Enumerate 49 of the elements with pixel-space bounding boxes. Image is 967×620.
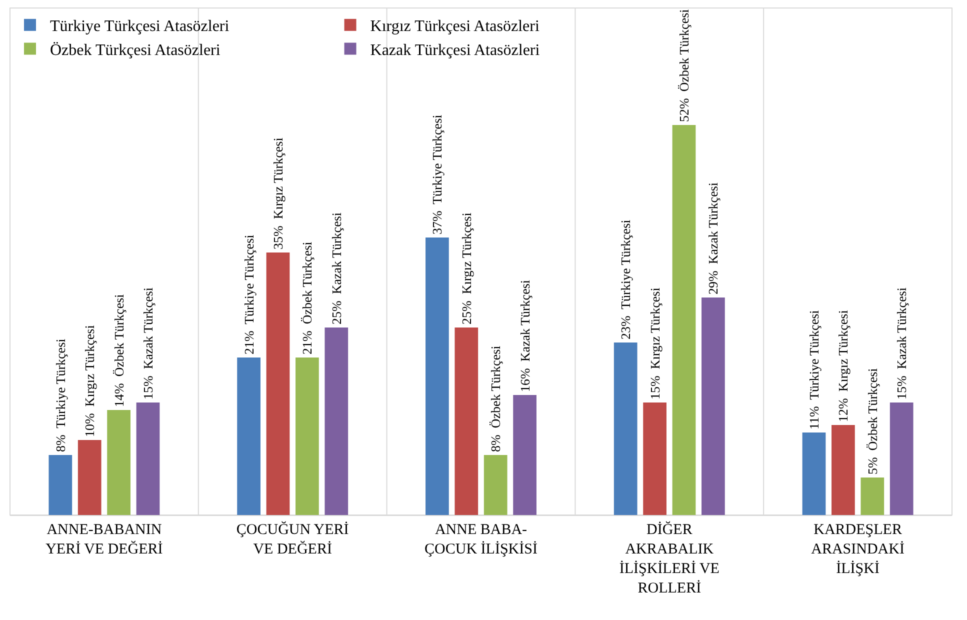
bar [107, 410, 130, 515]
data-label: 16% Kazak Türkçesi [517, 280, 532, 392]
data-label: 25% Kırgız Türkçesi [458, 212, 474, 324]
data-label: 14% Özbek Türkçesi [111, 294, 126, 407]
bar [860, 478, 884, 515]
data-label: 52% Özbek Türkçesi [676, 8, 692, 122]
x-tick-label: ANNE BABA- ÇOCUK İLİŞKİSİ [424, 522, 538, 558]
x-tick-label: DİĞER AKRABALIK İLİŞKİLERİ VE ROLLERİ [619, 521, 720, 596]
data-label: 15% Kazak Türkçesi [894, 287, 910, 400]
data-label: 35% Kırgız Türkçesi [270, 137, 286, 250]
bar [426, 238, 449, 515]
bar [484, 455, 508, 515]
data-label: 29% Kazak Türkçesi [706, 182, 721, 294]
data-label: 25% Kazak Türkçesi [328, 212, 344, 324]
bar [48, 455, 72, 515]
bar [890, 402, 914, 515]
data-label: 23% Türkiye Türkçesi [618, 219, 634, 340]
data-label: 5% Özbek Türkçesi [864, 368, 880, 474]
legend-label: Kazak Türkçesi Atasözleri [370, 42, 540, 59]
x-tick-label: ANNE-BABANIN YERİ VE DEĞERİ [46, 522, 163, 558]
legend-label: Türkiye Türkçesi Atasözleri [50, 18, 230, 36]
data-label: 37% Türkiye Türkçesi [430, 114, 445, 234]
legend-label: Özbek Türkçesi Atasözleri [50, 42, 221, 59]
legend-label: Kırgız Türkçesi Atasözleri [370, 18, 540, 36]
data-label: 15% Kırgız Türkçesi [647, 287, 662, 400]
bar [672, 125, 696, 515]
data-label: 12% Kırgız Türkçesi [836, 310, 851, 422]
bar [702, 298, 725, 515]
data-label: 15% Kazak Türkçesi [140, 287, 156, 400]
x-tick-label: KARDEŞLER ARASINDAKİ İLİŞKİ [811, 522, 904, 577]
x-tick-label: ÇOCUĞUN YERİ VE DEĞERİ [236, 521, 349, 558]
data-label: 21% Özbek Türkçesi [300, 241, 315, 354]
bar [136, 402, 160, 515]
bar [296, 358, 319, 515]
bar [643, 402, 666, 515]
data-label: 10% Kırgız Türkçesi [82, 324, 98, 437]
bar [802, 432, 826, 515]
bar [513, 395, 536, 515]
data-label: 21% Türkiye Türkçesi [241, 234, 256, 354]
data-label: 8% Türkiye Türkçesi [52, 338, 68, 452]
bar [237, 358, 260, 515]
bar [324, 328, 348, 515]
bar [614, 342, 638, 515]
bar [266, 252, 290, 515]
data-label: 8% Özbek Türkçesi [488, 345, 504, 452]
bar [832, 425, 855, 515]
bar [454, 328, 478, 515]
data-label: 11% Türkiye Türkçesi [806, 310, 822, 430]
bar [78, 440, 102, 515]
